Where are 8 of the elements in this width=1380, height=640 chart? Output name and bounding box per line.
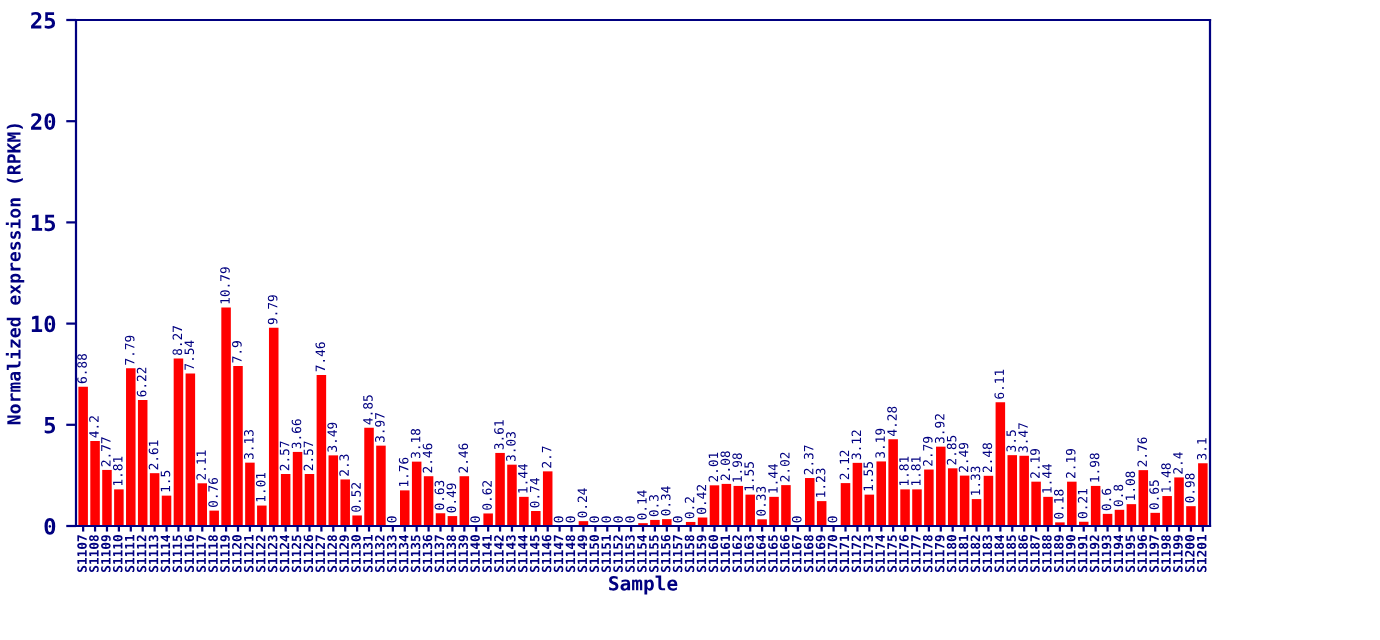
y-tick-label: 20	[31, 113, 56, 130]
y-tick-label: 15	[31, 214, 56, 232]
y-tick-label: 0	[44, 517, 56, 535]
x-axis-title: Sample	[609, 575, 678, 595]
y-tick-label: 5	[44, 417, 56, 434]
y-tick-label: 25	[31, 11, 56, 29]
y-axis-title: Normalized expression (RPKM)	[5, 124, 25, 425]
y-tick-label: 10	[31, 315, 56, 333]
